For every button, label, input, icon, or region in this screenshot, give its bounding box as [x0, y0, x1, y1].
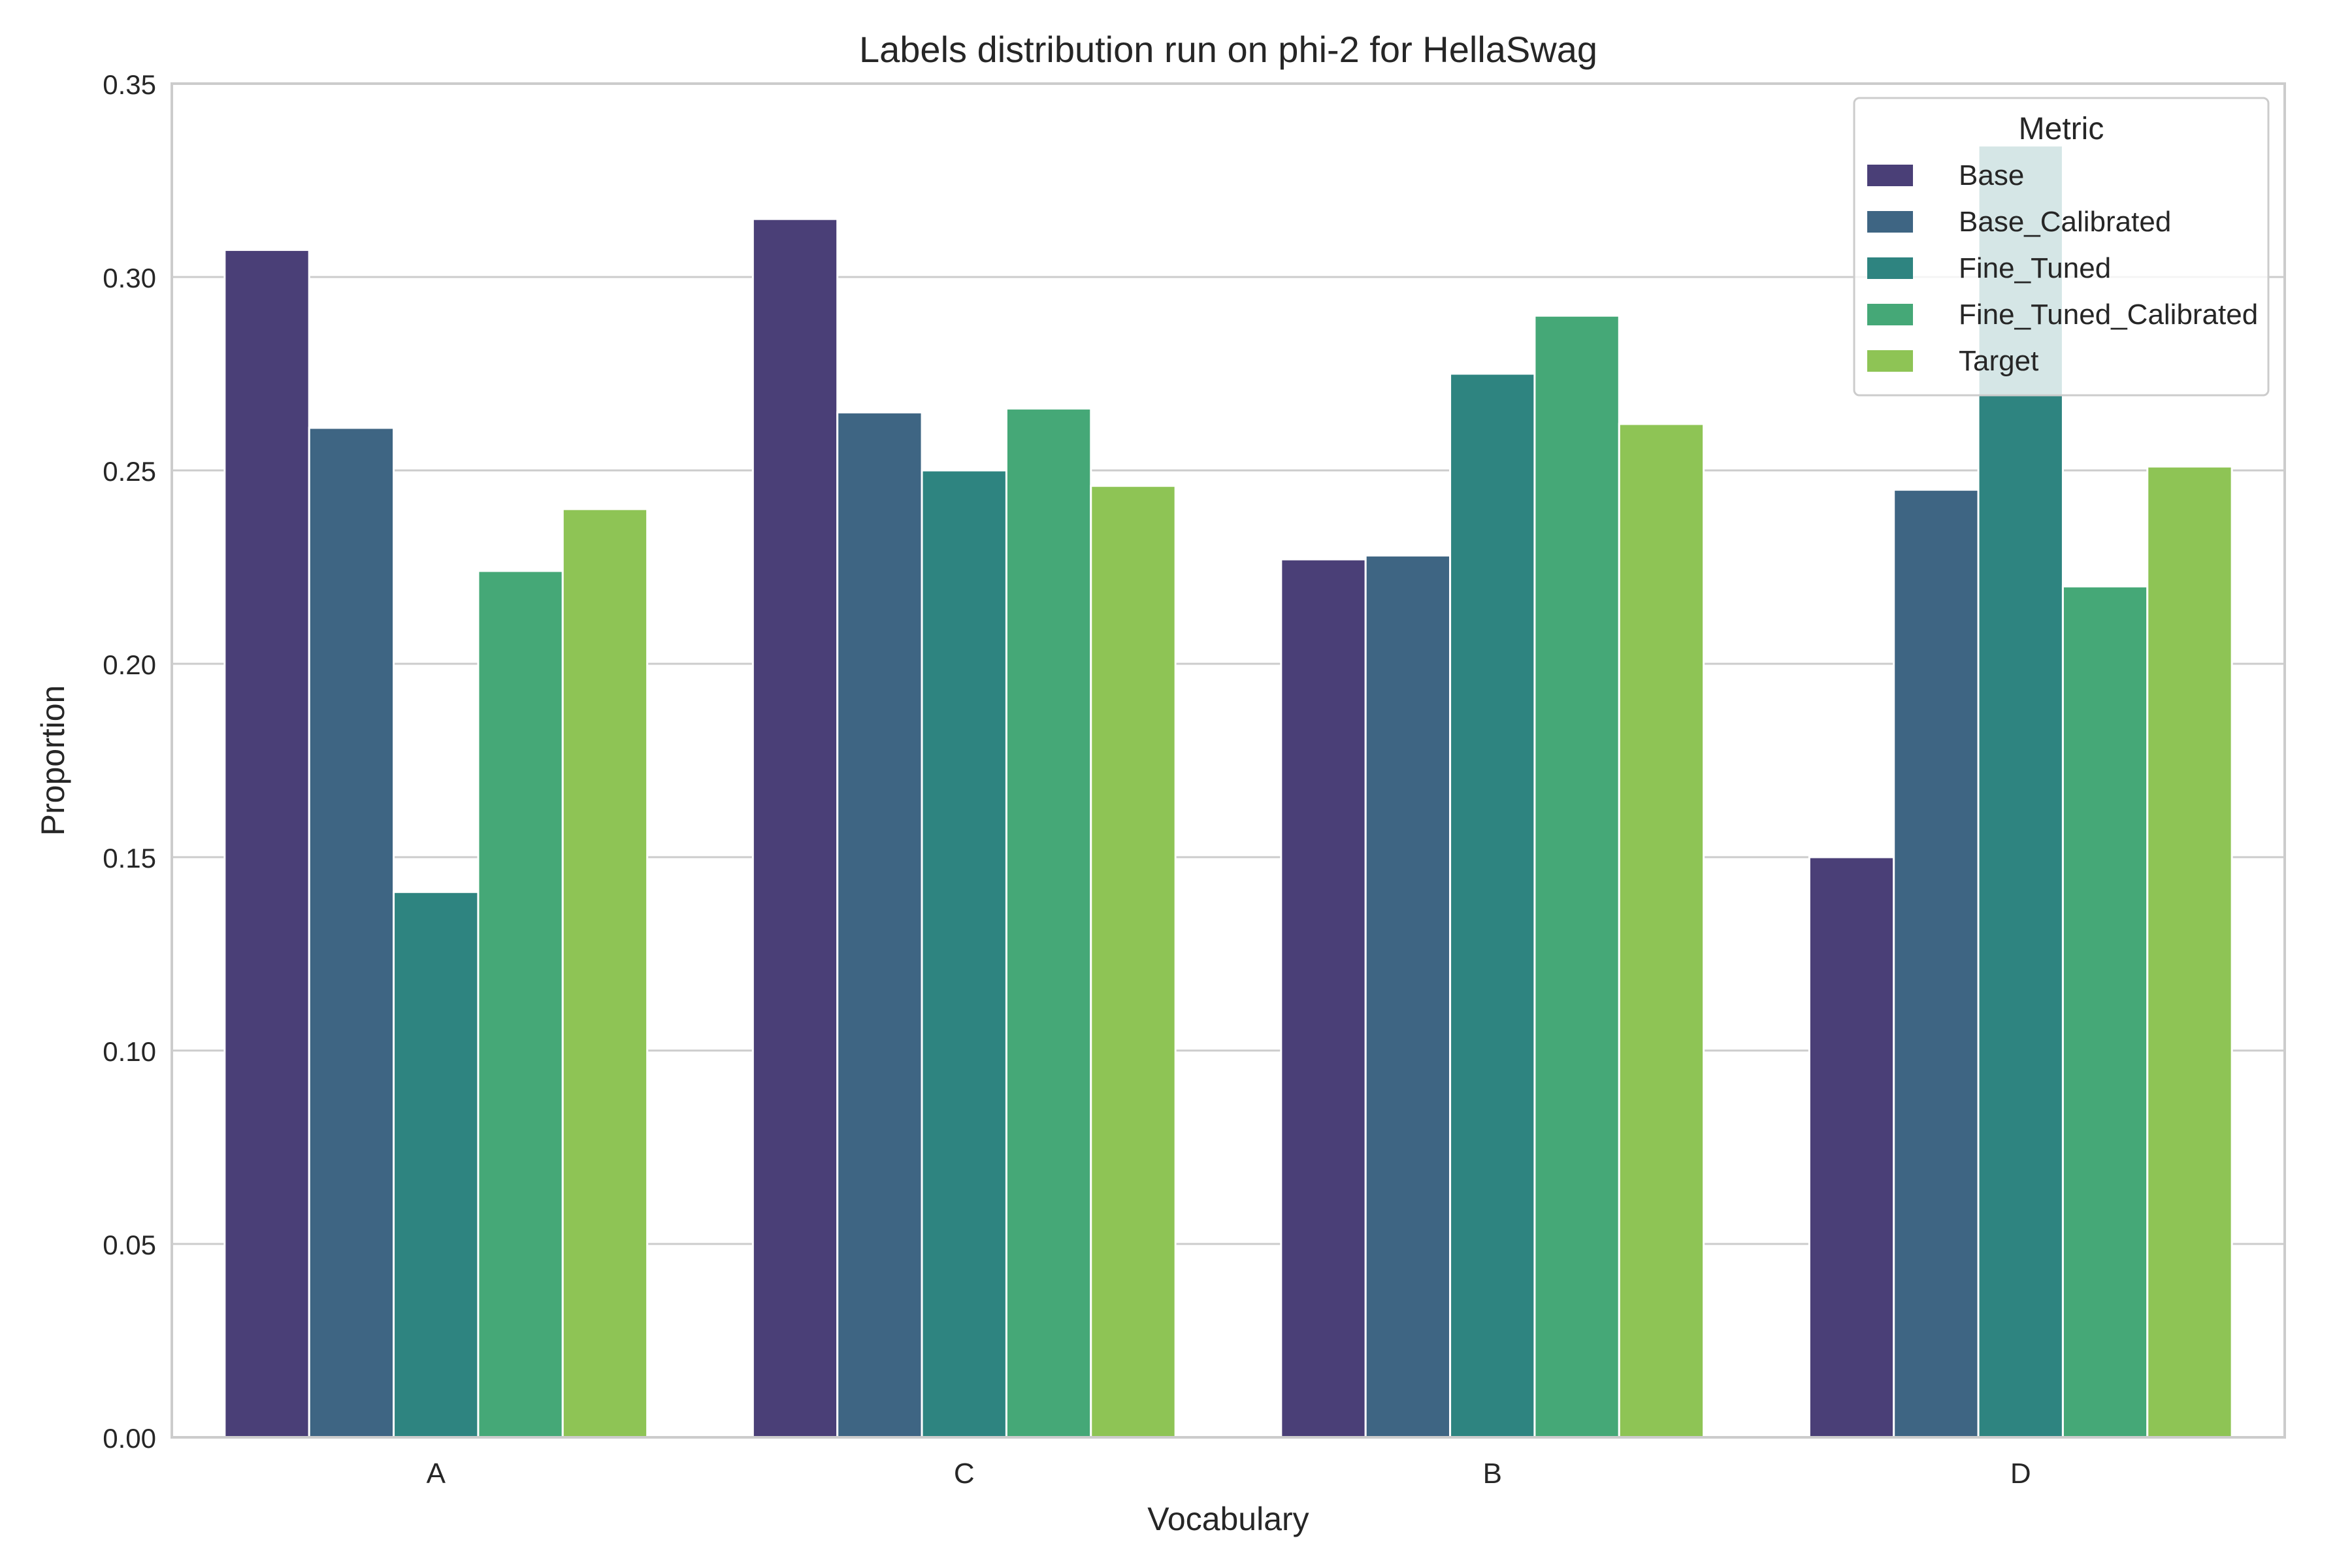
bar [2146, 465, 2233, 1439]
legend-label: Fine_Tuned [1959, 252, 2111, 284]
chart-title: Labels distribution run on phi-2 for Hel… [859, 29, 1597, 70]
legend: Metric Base Base_Calibrated Fine_Tuned Fine… [1853, 97, 2270, 397]
bar [393, 890, 480, 1439]
bar [921, 469, 1007, 1439]
bar [1533, 314, 1620, 1439]
bar [1618, 423, 1705, 1439]
legend-title: Metric [2019, 112, 2104, 146]
bar [1280, 558, 1367, 1439]
plot-frame [171, 82, 2286, 1439]
y-tick-label: 0.10 [103, 1036, 156, 1067]
bar [1005, 407, 1092, 1439]
legend-swatch [1867, 304, 1913, 325]
legend-label: Target [1959, 345, 2038, 377]
legend-swatch [1867, 211, 1913, 233]
bar [751, 218, 839, 1439]
bar [1893, 489, 1980, 1439]
x-tick-label: C [954, 1458, 975, 1490]
bar [1808, 856, 1895, 1439]
y-tick-label: 0.25 [103, 456, 156, 487]
legend-label: Base [1959, 159, 2024, 191]
bar [1090, 485, 1177, 1439]
legend-label: Fine_Tuned_Calibrated [1959, 299, 2258, 331]
bar [477, 570, 564, 1439]
y-tick-label: 0.15 [103, 843, 156, 874]
x-tick-label: A [427, 1458, 446, 1490]
bars [223, 144, 2233, 1439]
legend-swatch [1867, 350, 1913, 372]
y-tick-label: 0.20 [103, 649, 156, 680]
legend-swatch [1867, 257, 1913, 279]
bar [223, 249, 310, 1439]
y-tick-label: 0.30 [103, 263, 156, 293]
bar [308, 427, 395, 1439]
bar [561, 508, 649, 1439]
legend-items: Base Base_Calibrated Fine_Tuned Fine_Tuned_… [1867, 159, 2258, 377]
y-tick-labels: 0.00 0.05 0.10 0.15 0.20 0.25 0.30 0.35 [103, 69, 156, 1454]
legend-box [1853, 97, 2270, 397]
x-axis-label: Vocabulary [1147, 1501, 1309, 1537]
x-tick-label: D [2010, 1458, 2031, 1490]
bar [1364, 554, 1452, 1439]
legend-swatch [1867, 165, 1913, 186]
x-tick-label: B [1483, 1458, 1502, 1490]
legend-label: Base_Calibrated [1959, 206, 2171, 238]
y-tick-label: 0.35 [103, 69, 156, 100]
y-tick-label: 0.05 [103, 1230, 156, 1260]
y-axis-label: Proportion [35, 685, 71, 836]
bar [2061, 585, 2149, 1439]
bar [836, 411, 923, 1439]
y-tick-label: 0.00 [103, 1423, 156, 1454]
bar [1449, 372, 1536, 1439]
